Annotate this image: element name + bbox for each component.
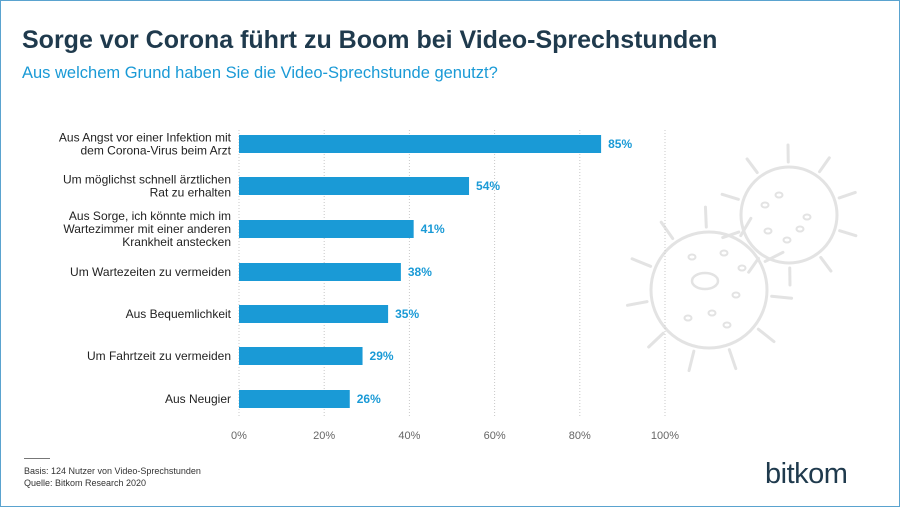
bars	[239, 135, 602, 408]
category-labels: Aus Angst vor einer Infektion mit dem Cor…	[59, 131, 232, 407]
value-label: 41%	[421, 222, 445, 236]
category-label: Aus Neugier	[165, 392, 231, 406]
x-tick-label: 40%	[398, 430, 420, 442]
category-label: Aus Sorge, ich könnte mich im Wartezimmer…	[63, 209, 231, 249]
x-tick-label: 100%	[651, 430, 679, 442]
page-title: Sorge vor Corona führt zu Boom bei Video…	[22, 26, 718, 54]
value-label: 26%	[357, 392, 381, 406]
category-label: Um Wartezeiten zu vermeiden	[70, 265, 231, 279]
value-label: 35%	[395, 307, 419, 321]
x-axis-ticks: 0% 20% 40% 60% 80% 100%	[231, 430, 679, 442]
footer-source: Quelle: Bitkom Research 2020	[24, 478, 147, 488]
category-label: Aus Bequemlichkeit	[126, 307, 232, 321]
value-labels: 85% 54% 41% 38% 35% 29% 26%	[357, 137, 633, 406]
bar	[239, 305, 389, 323]
category-label: Um möglichst schnell ärztlichen Rat zu er…	[63, 173, 231, 200]
bar	[239, 390, 350, 408]
value-label: 54%	[476, 179, 500, 193]
page-subtitle: Aus welchem Grund haben Sie die Video-Sp…	[22, 64, 498, 82]
x-tick-label: 80%	[569, 430, 591, 442]
value-label: 85%	[608, 137, 632, 151]
bar	[239, 220, 414, 238]
bar	[239, 347, 363, 365]
footer-basis: Basis: 124 Nutzer von Video-Sprechstunde…	[24, 466, 201, 476]
x-tick-label: 20%	[313, 430, 335, 442]
category-label: Um Fahrtzeit zu vermeiden	[87, 349, 231, 363]
x-tick-label: 0%	[231, 430, 247, 442]
bar	[239, 177, 470, 195]
category-label: Aus Angst vor einer Infektion mit dem Cor…	[59, 131, 232, 158]
virus-illustration-icon	[625, 143, 858, 373]
value-label: 29%	[370, 349, 394, 363]
footer-divider	[24, 458, 50, 459]
value-label: 38%	[408, 265, 432, 279]
bar	[239, 263, 401, 281]
bar	[239, 135, 602, 153]
bitkom-logo: bitkom	[765, 458, 848, 490]
x-tick-label: 60%	[484, 430, 506, 442]
